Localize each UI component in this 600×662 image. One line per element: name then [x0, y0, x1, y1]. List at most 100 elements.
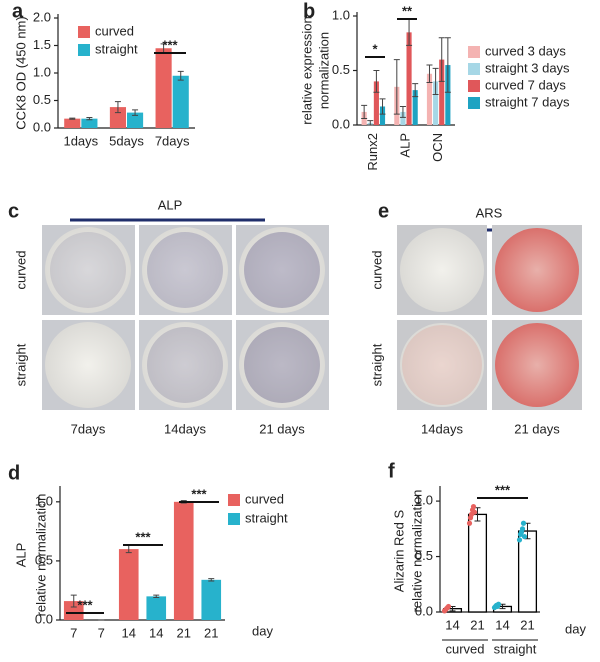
column-label: 21 days	[514, 421, 560, 436]
error-bar	[379, 98, 386, 115]
x-tick-label: ALP	[397, 133, 412, 158]
error-bar	[438, 37, 445, 82]
bar	[127, 112, 144, 128]
y-tick-label: 0.5	[33, 92, 51, 107]
bar	[63, 601, 84, 620]
error-bar	[373, 70, 380, 93]
y-axis-label: relative normalization	[409, 490, 424, 613]
panel-letter: e	[378, 200, 389, 222]
error-bar	[367, 120, 374, 126]
x-tick-label: 14	[495, 617, 509, 632]
data-point	[471, 509, 478, 515]
photo-grid	[42, 225, 329, 410]
x-tick-label: 7	[98, 625, 105, 640]
row-label: curved	[369, 250, 384, 289]
error-bar	[432, 67, 439, 95]
x-tick-label: 7days	[155, 133, 190, 148]
legend-swatch	[468, 97, 480, 109]
row-label: curved	[13, 250, 28, 289]
x-axis-label: day	[252, 623, 273, 638]
y-tick-label: 1.5	[33, 37, 51, 52]
bar	[172, 75, 189, 128]
error-bar	[86, 117, 93, 121]
data-point	[445, 603, 452, 610]
data-point	[466, 520, 473, 526]
x-tick-label: 14	[122, 625, 136, 640]
y-tick-label: 1.0	[332, 7, 350, 22]
error-bar	[412, 83, 419, 98]
error-bar	[114, 101, 121, 114]
legend-swatch	[468, 46, 480, 58]
bar	[433, 81, 439, 125]
x-tick-label: 21	[177, 625, 191, 640]
y-tick-label: 1.0	[33, 64, 51, 79]
column-label: 14days	[164, 421, 206, 436]
bar	[379, 106, 386, 125]
legend-label: straight 7 days	[485, 94, 570, 109]
x-tick-label: 21	[204, 625, 218, 640]
bar	[517, 530, 538, 613]
row-label: straight	[369, 343, 384, 386]
bar	[426, 73, 433, 125]
panel-letter: f	[388, 460, 395, 482]
legend-label: curved 7 days	[485, 77, 566, 92]
legend-swatch	[78, 26, 90, 38]
data-point	[495, 601, 502, 607]
x-tick-label: 21	[520, 617, 534, 632]
panel-letter: a	[12, 0, 24, 22]
legend-label: straight 3 days	[485, 60, 570, 75]
bar	[64, 118, 81, 128]
significance-label: **	[402, 3, 413, 18]
bar	[155, 48, 172, 128]
y-tick-label: 1.0	[415, 493, 433, 508]
column-label: 21 days	[259, 421, 305, 436]
significance-label: ***	[495, 482, 511, 497]
group-label: straight	[494, 641, 537, 656]
panel-letter: b	[303, 0, 315, 22]
x-tick-label: 1days	[63, 133, 98, 148]
bar	[439, 59, 445, 125]
x-tick-label: Runx2	[365, 133, 380, 171]
bar	[400, 111, 406, 125]
significance-label: ***	[191, 486, 207, 501]
error-bar	[177, 70, 184, 81]
legend-swatch	[468, 63, 480, 75]
x-axis-label: day	[565, 621, 586, 636]
panel-header: ALP	[158, 197, 183, 212]
bar	[118, 549, 139, 620]
bar	[109, 107, 126, 128]
legend-swatch	[228, 494, 240, 506]
legend-label: straight	[245, 510, 288, 525]
error-bar	[208, 578, 215, 582]
error-bar	[444, 37, 451, 93]
y-axis-label: relative expression	[299, 16, 314, 124]
y-tick-label: 0.0	[415, 603, 433, 618]
legend-label: curved	[245, 491, 284, 506]
data-point	[520, 520, 527, 526]
data-point	[519, 526, 526, 532]
bar	[445, 65, 451, 125]
y-tick-label: 0.0	[332, 116, 350, 131]
bar	[146, 596, 167, 620]
bar	[406, 32, 412, 125]
y-axis-label: normalization	[316, 32, 331, 109]
x-tick-label: 14	[149, 625, 163, 640]
panel-header: ARS	[476, 205, 503, 220]
x-tick-label: 14	[445, 617, 459, 632]
legend-label: curved 3 days	[485, 43, 566, 58]
y-axis-label: Alizarin Red S	[391, 509, 406, 592]
error-bar	[153, 594, 160, 599]
legend-label: curved	[95, 23, 134, 38]
y-axis-label: ALP	[13, 543, 28, 568]
bar	[467, 513, 488, 613]
legend-label: straight	[95, 41, 138, 56]
error-bar	[132, 109, 139, 116]
bar	[412, 90, 418, 125]
panel-letter: c	[8, 200, 19, 222]
significance-label: ***	[135, 529, 151, 544]
y-axis-label: CCK8 OD (450 nm)	[13, 16, 28, 129]
significance-label: *	[372, 41, 378, 56]
bar	[173, 501, 194, 620]
bar	[373, 81, 379, 125]
